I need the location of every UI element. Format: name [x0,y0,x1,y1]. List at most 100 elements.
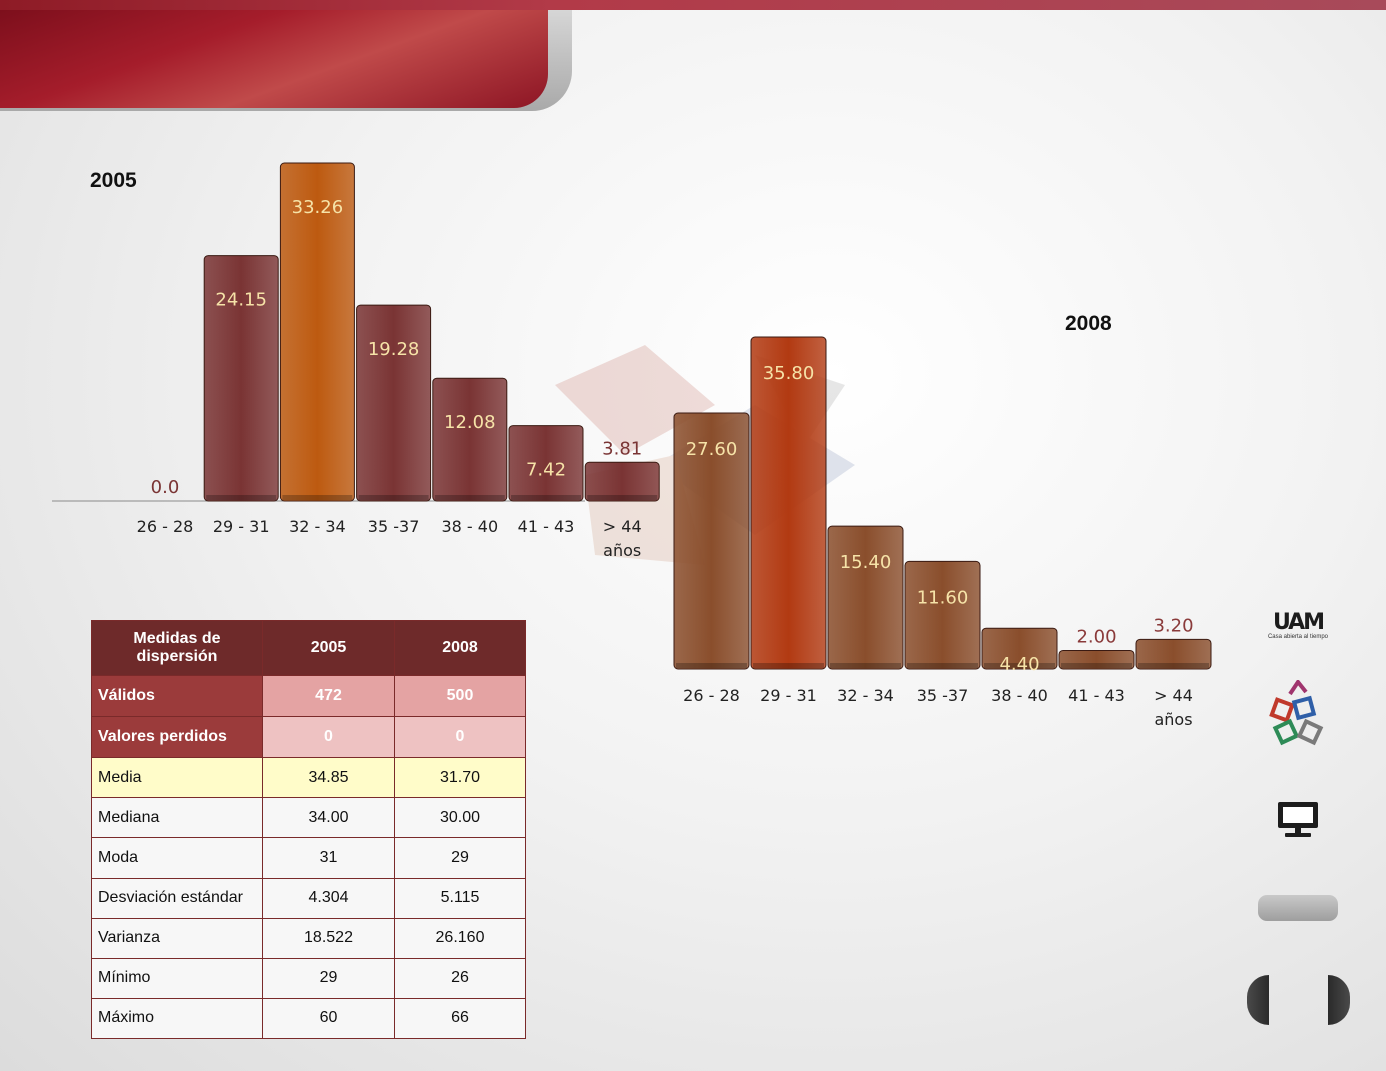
bar-shadow-2 [830,663,901,668]
bar-value-label-0: 27.60 [686,439,738,460]
bar-shadow-1 [753,663,824,668]
table-row: Máximo 60 66 [91,997,526,1040]
row-label: Moda [91,837,263,879]
value-2008: 26.160 [394,917,526,959]
bar-value-label-3: 11.60 [917,587,969,608]
bar-shadow-6 [587,495,658,500]
bar-value-label-5: 7.42 [526,460,566,481]
top-accent-bar [0,0,1386,10]
bar-0 [673,412,750,670]
category-label-1: 29 - 31 [213,517,270,536]
category-label-2: 32 - 34 [289,517,346,536]
bar-shadow-2 [282,495,353,500]
value-2005: 34.00 [262,797,395,839]
table-row: Valores perdidos 0 0 [91,716,526,759]
category-label-0: 26 - 28 [683,686,740,705]
table-header-2008: 2008 [394,620,526,676]
uam-logo-tagline: Casa abierta al tiempo [1267,634,1329,640]
category-label-1: 29 - 31 [760,686,817,705]
bar-6 [584,461,660,502]
bar-value-label-4: 12.08 [444,412,496,433]
value-2008: 66 [394,997,526,1040]
category-label-6-line2: años [1154,710,1192,729]
bar-value-label-1: 35.80 [763,363,815,384]
bar-shadow-5 [511,495,581,500]
table-header-2005: 2005 [262,620,395,676]
uam-logo: UAM Casa abierta al tiempo [1266,612,1330,648]
value-2005: 0 [262,716,395,759]
row-label: Válidos [91,674,263,718]
value-2008: 26 [394,957,526,999]
row-label: Media [91,757,263,799]
table-header-row: Medidas de dispersión 2005 2008 [91,620,526,676]
row-label: Mínimo [91,957,263,999]
value-2005: 29 [262,957,395,999]
bar-3 [904,560,981,670]
category-label-4: 38 - 40 [991,686,1048,705]
value-2005: 34.85 [262,757,395,799]
value-2008: 500 [394,674,526,718]
bar-shadow-1 [206,495,277,500]
table-header-measures: Medidas de dispersión [91,620,263,676]
bar-2 [279,162,355,502]
dispersion-table: Medidas de dispersión 2005 2008 Válidos 4… [91,620,526,1040]
category-label-2: 32 - 34 [837,686,894,705]
bar-shadow-6 [1138,663,1209,668]
value-2005: 18.522 [262,917,395,959]
bar-4 [981,627,1058,670]
bar-shadow-5 [1061,663,1132,668]
bar-value-label-3: 19.28 [368,339,420,360]
bar-5 [508,425,584,502]
header-banner [0,10,548,108]
bar-value-label-5: 2.00 [1076,626,1116,647]
table-row: Mínimo 29 26 [91,957,526,999]
row-label: Varianza [91,917,263,959]
category-label-6: > 44 [603,517,642,536]
uam-logo-mark: UAM [1272,610,1325,635]
table-row: Desviación estándar 4.304 5.115 [91,877,526,919]
value-2005: 4.304 [262,877,395,919]
value-2008: 29 [394,837,526,879]
bar-shadow-3 [907,663,978,668]
category-label-3: 35 -37 [917,686,969,705]
bar-value-label-0: 0.0 [151,477,180,498]
bar-1 [750,336,827,670]
bar-5 [1058,649,1135,670]
bar-4 [432,377,508,502]
cubes-logo-icon [1269,680,1324,746]
row-label: Máximo [91,997,263,1040]
bar-value-label-2: 33.26 [292,197,344,218]
bar-value-label-2: 15.40 [840,552,892,573]
bar-value-label-6: 3.20 [1153,615,1193,636]
value-2008: 30.00 [394,797,526,839]
next-slide-button[interactable] [1328,975,1350,1025]
bar-shadow-3 [358,495,429,500]
bar-shadow-0 [676,663,747,668]
category-label-5: 41 - 43 [518,517,575,536]
value-2008: 5.115 [394,877,526,919]
bar-shadow-4 [434,495,505,500]
bar-value-label-1: 24.15 [215,290,267,311]
chart-title: 2005 [90,169,137,192]
previous-slide-button[interactable] [1247,975,1269,1025]
bar-6 [1135,638,1212,670]
table-row: Media 34.85 31.70 [91,757,526,799]
bar-value-label-4: 4.40 [999,654,1039,675]
category-label-5: 41 - 43 [1068,686,1125,705]
value-2005: 472 [262,674,395,718]
bar-value-label-6: 3.81 [602,438,642,459]
value-2005: 60 [262,997,395,1040]
row-label: Desviación estándar [91,877,263,919]
monitor-icon[interactable] [1276,800,1320,838]
home-button[interactable] [1258,895,1338,921]
category-label-0: 26 - 28 [137,517,194,536]
table-row: Mediana 34.00 30.00 [91,797,526,839]
table-row: Válidos 472 500 [91,674,526,718]
table-row: Moda 31 29 [91,837,526,879]
value-2008: 31.70 [394,757,526,799]
bar-1 [203,255,279,502]
row-label: Valores perdidos [91,716,263,759]
bar-3 [356,304,432,502]
